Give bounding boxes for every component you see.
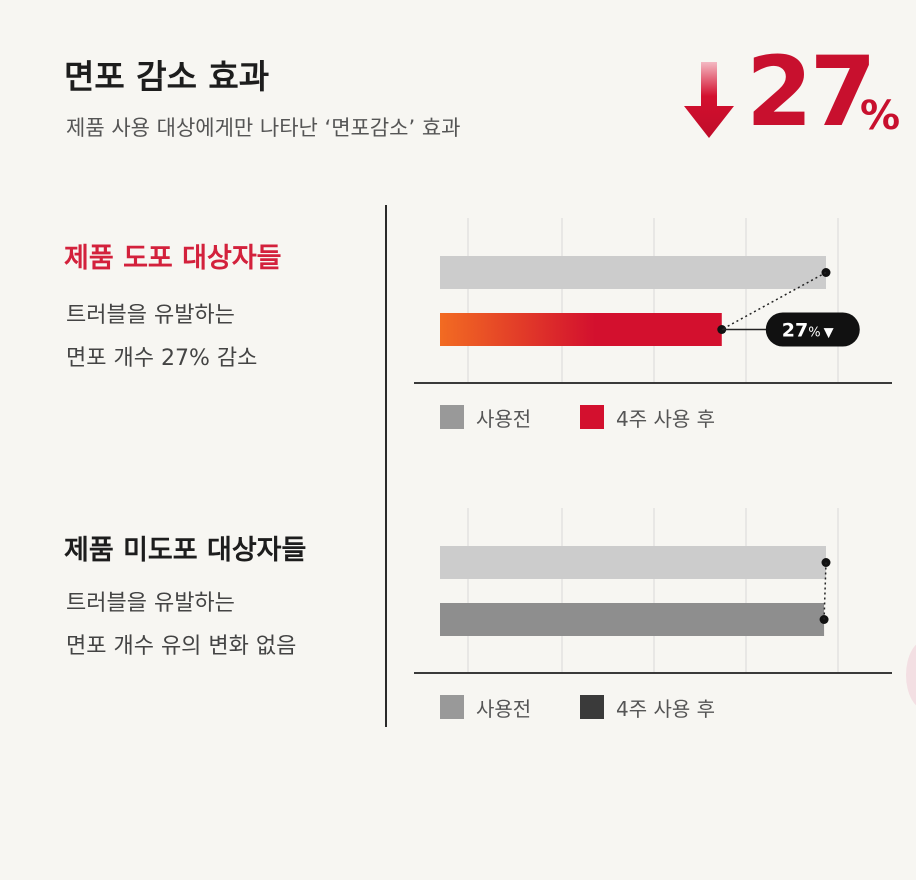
bar-before	[440, 256, 826, 289]
annotation-unit: %	[808, 326, 820, 341]
legend-item: 사용전	[440, 404, 532, 431]
group-desc-line: 면포 개수 27% 감소	[66, 346, 258, 371]
group-desc-line: 면포 개수 유의 변화 없음	[66, 634, 297, 659]
legend-item: 4주 사용 후	[580, 694, 716, 721]
decorative-blob	[906, 640, 916, 710]
legend-swatch	[440, 695, 464, 719]
group-title-applied: 제품 도포 대상자들	[64, 243, 282, 274]
group-desc-control: 트러블을 유발하는 면포 개수 유의 변화 없음	[66, 582, 296, 668]
page-subtitle: 제품 사용 대상에게만 나타난 ‘면포감소’ 효과	[66, 116, 461, 140]
legend-item: 사용전	[440, 694, 532, 721]
bar-before	[440, 546, 826, 579]
group-desc-line: 트러블을 유발하는	[66, 303, 235, 328]
annotation-down-icon: ▼	[824, 326, 834, 341]
legend-item: 4주 사용 후	[580, 404, 716, 431]
legend-label: 4주 사용 후	[616, 406, 716, 431]
legend-swatch	[580, 695, 604, 719]
bar-chart-applied: 27% ▼	[414, 218, 892, 384]
headline-stat: 27 %	[684, 44, 909, 148]
bar-end-marker	[819, 615, 829, 624]
legend-swatch	[580, 405, 604, 429]
vertical-divider	[385, 205, 387, 727]
legend-label: 사용전	[476, 406, 532, 431]
legend-label: 사용전	[476, 696, 532, 721]
headline-value: 27	[746, 36, 877, 148]
legend-swatch	[440, 405, 464, 429]
bar-chart-control	[414, 508, 892, 674]
bar-after	[440, 313, 722, 346]
group-desc-applied: 트러블을 유발하는 면포 개수 27% 감소	[66, 294, 257, 380]
down-arrow-icon	[684, 62, 734, 138]
change-annotation: 27% ▼	[765, 312, 860, 347]
legend-label: 4주 사용 후	[616, 696, 716, 721]
group-title-control: 제품 미도포 대상자들	[64, 535, 307, 566]
page-title: 면포 감소 효과	[64, 57, 270, 96]
headline-unit: %	[860, 93, 901, 139]
bar-after	[440, 603, 825, 636]
group-desc-line: 트러블을 유발하는	[66, 591, 235, 616]
